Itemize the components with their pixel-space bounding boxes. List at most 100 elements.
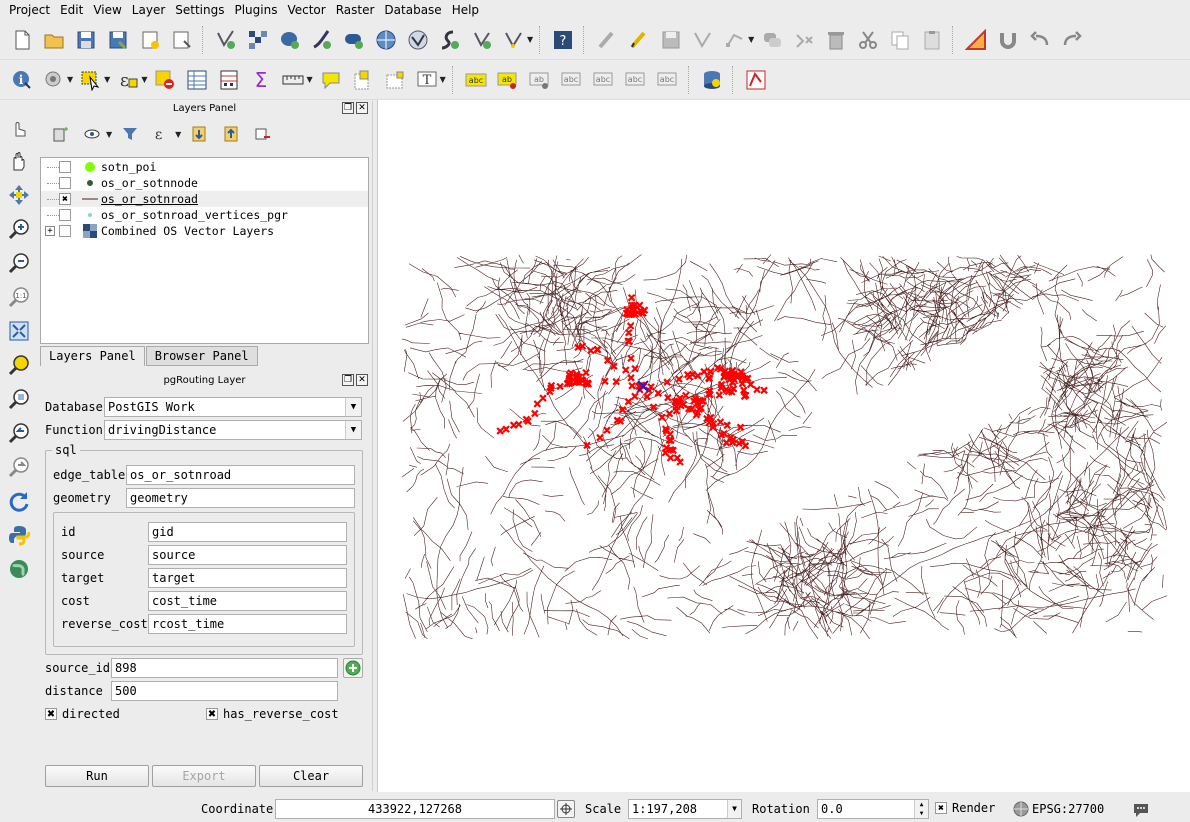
redo-icon[interactable] bbox=[1059, 27, 1085, 53]
export-button[interactable]: Export bbox=[152, 765, 256, 787]
save-as-icon[interactable] bbox=[105, 27, 131, 53]
crs-globe-icon[interactable] bbox=[1013, 801, 1029, 820]
menu-project[interactable]: Project bbox=[9, 3, 51, 17]
cost-input[interactable]: cost_time bbox=[148, 591, 347, 611]
target-input[interactable]: target bbox=[148, 568, 347, 588]
float-dock-icon[interactable]: ❐ bbox=[342, 374, 354, 386]
db-manager-icon[interactable] bbox=[699, 67, 725, 93]
undo-icon[interactable] bbox=[1027, 27, 1053, 53]
dropdown-arrow-icon[interactable]: ▼ bbox=[306, 75, 313, 84]
layer-visibility-checkbox[interactable] bbox=[59, 209, 71, 221]
manage-visibility-icon[interactable] bbox=[80, 121, 106, 147]
scale-combo[interactable]: 1:197,208 ▼ bbox=[628, 799, 742, 819]
save-layer-edits-icon[interactable] bbox=[658, 27, 684, 53]
tab-browser-panel[interactable]: Browser Panel bbox=[145, 346, 258, 366]
filter-legend-icon[interactable] bbox=[117, 121, 143, 147]
delete-selected-icon[interactable] bbox=[791, 27, 817, 53]
tab-layers-panel[interactable]: Layers Panel bbox=[40, 346, 145, 366]
zoom-native-resolution-icon[interactable]: 1:1 bbox=[5, 283, 33, 311]
pgrouting-layer-icon[interactable] bbox=[743, 67, 769, 93]
georeferencer-icon[interactable] bbox=[5, 555, 33, 583]
spin-arrows-icon[interactable]: ▲ ▼ bbox=[914, 800, 928, 818]
current-edits-icon[interactable] bbox=[594, 27, 620, 53]
text-annotation-icon[interactable]: T bbox=[414, 67, 440, 93]
select-features-icon[interactable] bbox=[78, 67, 104, 93]
add-source-point-button[interactable] bbox=[343, 658, 363, 678]
menu-view[interactable]: View bbox=[93, 3, 122, 17]
add-postgis-layer-icon[interactable] bbox=[277, 27, 303, 53]
run-feature-action-icon[interactable] bbox=[41, 67, 67, 93]
copy-icon[interactable] bbox=[887, 27, 913, 53]
menu-vector[interactable]: Vector bbox=[287, 3, 326, 17]
layer-visibility-checkbox[interactable] bbox=[59, 161, 71, 173]
node-tool-icon[interactable] bbox=[722, 27, 748, 53]
map-render[interactable] bbox=[378, 100, 1190, 792]
menu-settings[interactable]: Settings bbox=[175, 3, 225, 17]
new-bookmark-icon[interactable] bbox=[350, 67, 376, 93]
dropdown-arrow-icon[interactable]: ▼ bbox=[141, 75, 148, 84]
menu-edit[interactable]: Edit bbox=[60, 3, 84, 17]
composer-manager-icon[interactable] bbox=[169, 27, 195, 53]
layer-visibility-checkbox[interactable]: ✖ bbox=[59, 193, 71, 205]
pan-to-selection-icon[interactable] bbox=[5, 181, 33, 209]
change-label-icon[interactable]: abc bbox=[655, 67, 681, 93]
layer-row-os-or-sotnroad[interactable]: ✖ os_or_sotnroad bbox=[41, 191, 368, 207]
dropdown-arrow-icon[interactable]: ▼ bbox=[106, 129, 113, 139]
deselect-features-icon[interactable] bbox=[152, 67, 178, 93]
layer-row-os-or-sotnroad-vertices-pgr[interactable]: os_or_sotnroad_vertices_pgr bbox=[41, 207, 368, 223]
dropdown-arrow-icon[interactable]: ▼ bbox=[527, 35, 534, 44]
zoom-last-icon[interactable] bbox=[5, 419, 33, 447]
delete-icon[interactable] bbox=[823, 27, 849, 53]
layer-labeling-options-icon[interactable]: abc bbox=[463, 67, 489, 93]
close-dock-icon[interactable]: ✕ bbox=[356, 102, 368, 114]
zoom-next-icon[interactable] bbox=[5, 453, 33, 481]
add-vector-layer-icon[interactable] bbox=[213, 27, 239, 53]
has-reverse-cost-checkbox[interactable]: ✖ bbox=[206, 708, 218, 720]
layer-row-combined-os-vector-layers[interactable]: + Combined OS Vector Layers bbox=[41, 223, 368, 239]
menu-plugins[interactable]: Plugins bbox=[234, 3, 278, 17]
id-input[interactable]: gid bbox=[148, 522, 347, 542]
layer-visibility-checkbox[interactable] bbox=[59, 177, 71, 189]
source-input[interactable]: source bbox=[148, 545, 347, 565]
menu-database[interactable]: Database bbox=[384, 3, 442, 17]
touch-zoom-pan-icon[interactable] bbox=[5, 113, 33, 141]
add-wms-layer-icon[interactable] bbox=[373, 27, 399, 53]
render-option[interactable]: ✖ Render bbox=[935, 801, 995, 815]
open-project-icon[interactable] bbox=[41, 27, 67, 53]
rotate-label-icon[interactable]: abc bbox=[623, 67, 649, 93]
add-group-icon[interactable] bbox=[48, 121, 74, 147]
dropdown-arrow-icon[interactable]: ▼ bbox=[67, 75, 74, 84]
add-feature-icon[interactable] bbox=[690, 27, 716, 53]
cut-icon[interactable] bbox=[855, 27, 881, 53]
remove-layer-icon[interactable] bbox=[250, 121, 276, 147]
select-by-expression-icon[interactable]: ε bbox=[115, 67, 141, 93]
open-attribute-table-icon[interactable] bbox=[184, 67, 210, 93]
close-dock-icon[interactable]: ✕ bbox=[356, 374, 368, 386]
toggle-editing-icon[interactable] bbox=[626, 27, 652, 53]
dropdown-arrow-icon[interactable]: ▼ bbox=[439, 75, 446, 84]
render-checkbox[interactable]: ✖ bbox=[935, 802, 947, 814]
add-spatialite-layer-icon[interactable] bbox=[309, 27, 335, 53]
messages-icon[interactable] bbox=[1132, 800, 1150, 821]
show-bookmarks-icon[interactable] bbox=[382, 67, 408, 93]
paste-icon[interactable] bbox=[919, 27, 945, 53]
new-print-composer-icon[interactable] bbox=[137, 27, 163, 53]
coordinate-field[interactable]: 433922,127268 bbox=[275, 799, 555, 819]
pin-labels-icon[interactable]: ab bbox=[495, 67, 521, 93]
toggle-extents-mouse-icon[interactable] bbox=[557, 800, 575, 818]
reverse-cost-input[interactable]: rcost_time bbox=[148, 614, 347, 634]
help-icon[interactable]: ? bbox=[550, 27, 576, 53]
crs-status[interactable]: EPSG:27700 bbox=[1032, 802, 1105, 816]
highlight-pinned-labels-icon[interactable]: ab bbox=[527, 67, 553, 93]
add-wcs-layer-icon[interactable] bbox=[405, 27, 431, 53]
function-select[interactable]: drivingDistance ▼ bbox=[104, 420, 362, 440]
zoom-in-icon[interactable] bbox=[5, 215, 33, 243]
filter-legend-expression-icon[interactable]: ε bbox=[149, 121, 175, 147]
edge-table-input[interactable]: os_or_sotnroad bbox=[126, 465, 355, 485]
add-delimited-text-layer-icon[interactable] bbox=[469, 27, 495, 53]
processing-toolbox-icon[interactable] bbox=[963, 27, 989, 53]
add-mssql-layer-icon[interactable] bbox=[341, 27, 367, 53]
show-statistical-summary-icon[interactable]: Σ bbox=[248, 67, 274, 93]
map-canvas[interactable] bbox=[377, 100, 1190, 792]
zoom-to-layer-icon[interactable] bbox=[5, 385, 33, 413]
